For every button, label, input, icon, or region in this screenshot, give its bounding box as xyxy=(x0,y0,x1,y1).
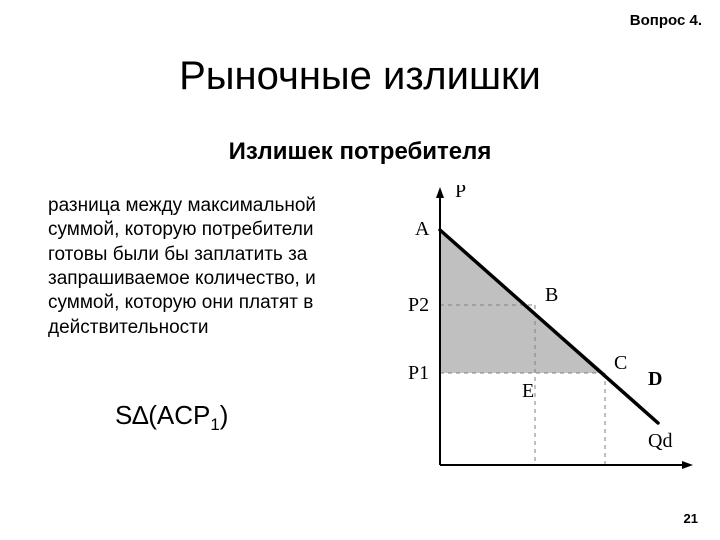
page-number: 21 xyxy=(684,511,698,526)
consumer-surplus-chart: P A P2 P1 B C E D Qd xyxy=(380,185,700,485)
svg-text:P2: P2 xyxy=(408,294,429,316)
formula-sub: 1 xyxy=(210,415,219,434)
subtitle: Излишек потребителя xyxy=(0,138,720,166)
svg-text:P: P xyxy=(455,185,466,202)
svg-text:B: B xyxy=(545,284,558,306)
svg-text:C: C xyxy=(614,352,627,374)
svg-text:E: E xyxy=(522,380,534,402)
formula-pre: S∆(ACP xyxy=(115,400,210,430)
formula: S∆(ACP1) xyxy=(115,400,228,435)
body-text: разница между максимальной суммой, котор… xyxy=(48,194,353,340)
svg-text:P1: P1 xyxy=(408,362,429,384)
corner-label: Вопрос 4. xyxy=(630,12,702,29)
slide: Вопрос 4. Рыночные излишки Излишек потре… xyxy=(0,0,720,540)
formula-post: ) xyxy=(220,400,229,430)
svg-text:Qd: Qd xyxy=(648,430,672,452)
page-title: Рыночные излишки xyxy=(0,54,720,99)
svg-text:D: D xyxy=(648,368,662,390)
svg-text:A: A xyxy=(415,218,430,240)
